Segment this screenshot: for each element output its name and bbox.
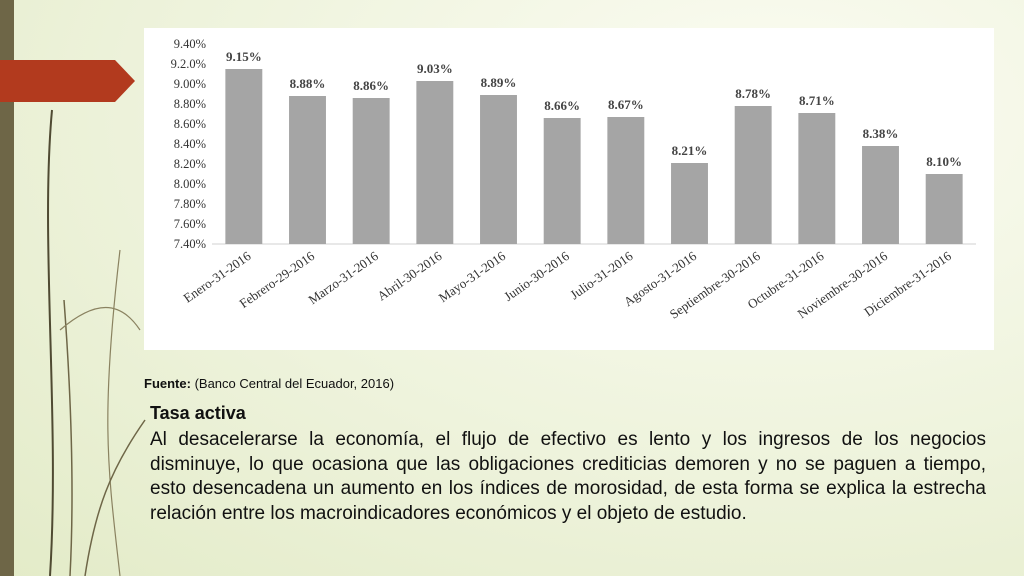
y-tick-label: 8.40% [174,137,206,151]
source-citation: Fuente: (Banco Central del Ecuador, 2016… [144,376,394,391]
bar [289,96,326,244]
decorative-lines [47,109,146,576]
bar [480,95,517,244]
data-label: 8.66% [544,98,580,113]
section-heading: Tasa activa [150,403,246,423]
x-tick-label: Mayo-31-2016 [436,248,509,305]
source-label: Fuente: [144,376,191,391]
x-tick-label: Abril-30-2016 [374,248,445,304]
bar [862,146,899,244]
data-label: 8.71% [799,93,835,108]
y-tick-label: 8.60% [174,117,206,131]
data-label: 9.15% [226,49,262,64]
x-tick-label: Marzo-31-2016 [305,248,381,307]
y-tick-label: 7.60% [174,217,206,231]
section-body: Al desacelerarse la economía, el flujo d… [150,429,986,524]
bar [798,113,836,244]
y-tick-label: 9.00% [174,77,206,91]
data-label: 8.89% [481,75,517,90]
data-label: 8.78% [735,86,771,101]
y-tick-label: 8.00% [174,177,206,191]
y-tick-label: 8.20% [174,157,206,171]
bar-chart: 9.40% 9.2.0% 9.00% 8.80% 8.60% 8.40% 8.20% 8.00… [171,37,976,322]
data-label: 9.03% [417,61,453,76]
x-tick-label: Junio-30-2016 [501,248,572,304]
bar [416,81,454,244]
bar [925,174,963,244]
bar [543,118,581,244]
y-tick-label: 9.2.0% [171,57,206,71]
y-tick-label: 8.80% [174,97,206,111]
data-label: 8.67% [608,97,644,112]
data-label: 8.10% [926,154,962,169]
data-label: 8.38% [863,126,899,141]
left-accent-bar [0,0,14,576]
bar [607,117,645,244]
source-text: (Banco Central del Ecuador, 2016) [194,376,395,391]
y-tick-label: 7.80% [174,197,206,211]
y-tick-label: 9.40% [174,37,206,51]
data-label: 8.86% [353,78,389,93]
data-label: 8.88% [290,76,326,91]
bar [734,106,772,244]
slide-marker-tab [0,60,135,102]
y-tick-label: 7.40% [174,237,206,251]
data-label: 8.21% [672,143,708,158]
bar [352,98,390,244]
bar [671,163,708,244]
bar [225,69,263,244]
chart-panel: 9.40% 9.2.0% 9.00% 8.80% 8.60% 8.40% 8.20% 8.00… [144,28,994,350]
